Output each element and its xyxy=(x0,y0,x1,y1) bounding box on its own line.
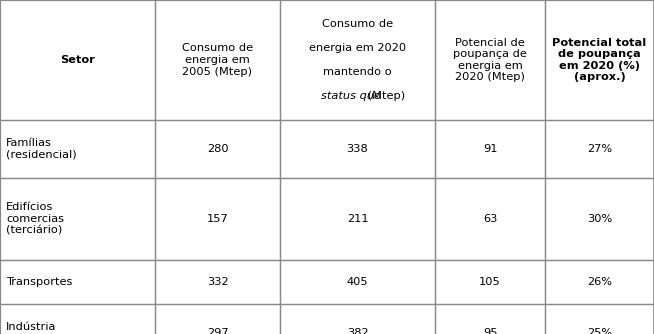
Text: status quo: status quo xyxy=(321,91,381,101)
Text: 63: 63 xyxy=(483,214,497,224)
Text: 91: 91 xyxy=(483,144,497,154)
Text: Famílias
(residencial): Famílias (residencial) xyxy=(6,138,77,160)
Text: Edifícios
comercias
(terciário): Edifícios comercias (terciário) xyxy=(6,202,64,235)
Text: 297: 297 xyxy=(207,328,228,334)
Bar xyxy=(435,0,545,120)
Text: Potencial de
poupança de
energia em
2020 (Mtep): Potencial de poupança de energia em 2020… xyxy=(453,38,527,82)
Bar xyxy=(435,304,545,334)
Bar xyxy=(545,178,654,260)
Bar xyxy=(545,304,654,334)
Text: 27%: 27% xyxy=(587,144,612,154)
Text: 332: 332 xyxy=(207,277,228,287)
Bar xyxy=(0,304,155,334)
Text: 26%: 26% xyxy=(587,277,612,287)
Text: 280: 280 xyxy=(207,144,228,154)
Text: (Mtep): (Mtep) xyxy=(364,91,405,101)
Bar xyxy=(0,178,155,260)
Text: 25%: 25% xyxy=(587,328,612,334)
Text: 157: 157 xyxy=(207,214,228,224)
Bar xyxy=(0,260,155,304)
Bar xyxy=(435,178,545,260)
Text: Transportes: Transportes xyxy=(6,277,73,287)
Bar xyxy=(280,120,435,178)
Bar xyxy=(155,120,280,178)
Bar xyxy=(435,260,545,304)
Text: energia em 2020: energia em 2020 xyxy=(309,43,406,53)
Bar xyxy=(545,120,654,178)
Text: Potencial total
de poupança
em 2020 (%)
(aprox.): Potencial total de poupança em 2020 (%) … xyxy=(553,38,647,82)
Text: 405: 405 xyxy=(347,277,368,287)
Text: 338: 338 xyxy=(347,144,368,154)
Text: Consumo de
energia em
2005 (Mtep): Consumo de energia em 2005 (Mtep) xyxy=(182,43,253,76)
Text: Setor: Setor xyxy=(60,55,95,65)
Bar xyxy=(0,0,155,120)
Text: 105: 105 xyxy=(479,277,501,287)
Bar xyxy=(545,0,654,120)
Bar xyxy=(155,0,280,120)
Bar xyxy=(0,120,155,178)
Bar xyxy=(280,178,435,260)
Bar xyxy=(155,178,280,260)
Bar xyxy=(280,304,435,334)
Bar xyxy=(280,0,435,120)
Text: 211: 211 xyxy=(347,214,368,224)
Bar xyxy=(435,120,545,178)
Text: 95: 95 xyxy=(483,328,497,334)
Text: Indústria
transformadora: Indústria transformadora xyxy=(6,322,95,334)
Text: mantendo o: mantendo o xyxy=(323,67,392,77)
Bar xyxy=(545,260,654,304)
Text: 30%: 30% xyxy=(587,214,612,224)
Bar xyxy=(155,304,280,334)
Bar xyxy=(280,260,435,304)
Text: Consumo de: Consumo de xyxy=(322,19,393,29)
Bar xyxy=(155,260,280,304)
Text: 382: 382 xyxy=(347,328,368,334)
